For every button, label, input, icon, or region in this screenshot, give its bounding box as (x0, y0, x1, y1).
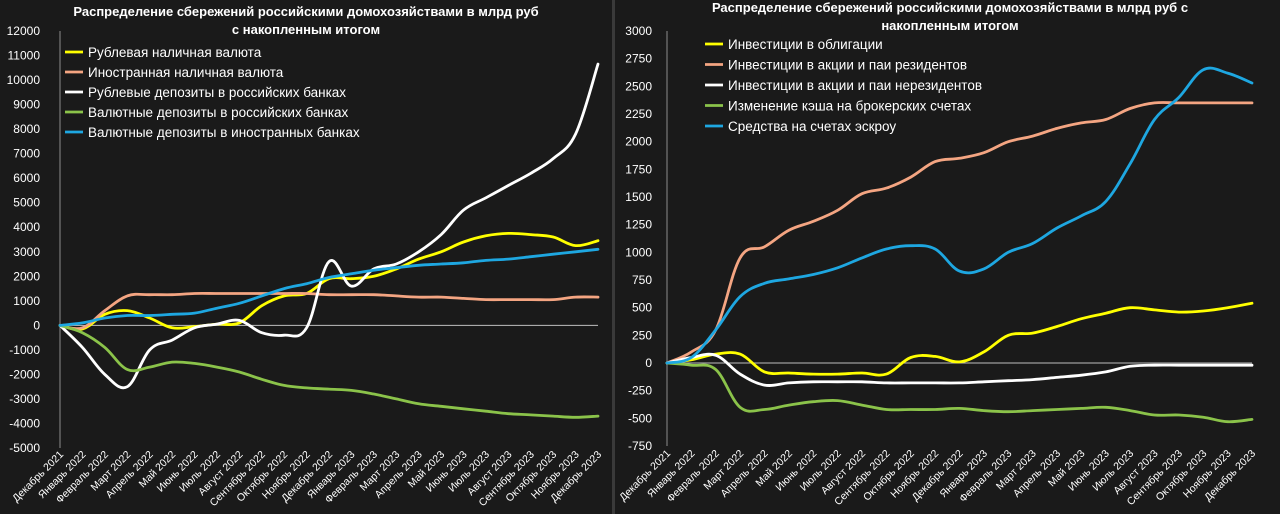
left-chart: Распределение сбережений российскими дом… (7, 4, 605, 509)
y-tick-label: 5000 (13, 196, 40, 210)
series-line (58, 247, 600, 327)
y-tick-label: -3000 (9, 392, 40, 406)
y-tick-label: -750 (628, 439, 652, 453)
series-line (665, 101, 1254, 365)
series-line (665, 361, 1254, 424)
y-tick-label: 1000 (13, 294, 40, 308)
y-tick-label: 2000 (13, 269, 40, 283)
y-tick-label: -1000 (9, 343, 40, 357)
series-line (58, 291, 600, 331)
y-tick-label: 7000 (13, 147, 40, 161)
legend-entry: Валютные депозиты в российских банках (88, 105, 349, 120)
y-tick-label: 11000 (8, 49, 41, 63)
y-tick-label: 2000 (625, 135, 652, 149)
series-line (665, 66, 1254, 365)
legend-entry: Инвестиции в акции и паи резидентов (728, 58, 967, 73)
y-tick-label: -250 (628, 384, 652, 398)
legend-entry: Рублевая наличная валюта (88, 45, 262, 60)
y-tick-label: 1750 (625, 162, 652, 176)
y-tick-label: 9000 (13, 98, 40, 112)
y-tick-label: -2000 (9, 367, 40, 381)
y-tick-label: 1500 (625, 190, 652, 204)
y-tick-label: 10000 (7, 73, 41, 87)
y-tick-label: 2250 (625, 107, 652, 121)
y-tick-label: 8000 (13, 122, 40, 136)
legend-entry: Изменение кэша на брокерских счетах (728, 99, 971, 114)
y-tick-label: 6000 (13, 171, 40, 185)
chart-title: накопленным итогом (881, 18, 1018, 33)
y-tick-label: 750 (632, 273, 652, 287)
y-tick-label: 0 (645, 356, 652, 370)
y-tick-label: 3000 (13, 245, 40, 259)
y-tick-label: 1000 (625, 245, 652, 259)
y-tick-label: 1250 (625, 218, 652, 232)
legend-entry: Инвестиции в акции и паи нерезидентов (728, 78, 982, 93)
y-tick-label: 4000 (13, 220, 40, 234)
left-chart-panel: Распределение сбережений российскими дом… (0, 0, 612, 514)
series-line (665, 301, 1254, 377)
right-chart-panel: Распределение сбережений российскими дом… (615, 0, 1280, 514)
series-line (58, 324, 600, 419)
y-tick-label: -500 (628, 411, 652, 425)
y-tick-label: 2750 (625, 52, 652, 66)
y-tick-label: 0 (33, 318, 40, 332)
series-line (665, 352, 1254, 387)
y-tick-label: -5000 (9, 441, 40, 455)
chart-title: с накопленным итогом (232, 22, 380, 37)
legend-entry: Иностранная наличная валюта (88, 65, 284, 80)
y-tick-label: 12000 (7, 24, 41, 38)
panel-divider (612, 0, 615, 514)
y-tick-label: 500 (632, 301, 652, 315)
y-tick-label: 250 (632, 328, 652, 342)
y-tick-label: 3000 (625, 24, 652, 38)
legend-entry: Валютные депозиты в иностранных банках (88, 125, 360, 140)
y-tick-label: -4000 (9, 416, 40, 430)
y-tick-label: 2500 (625, 79, 652, 93)
right-chart: Распределение сбережений российскими дом… (617, 0, 1258, 508)
legend-entry: Рублевые депозиты в российских банках (88, 85, 346, 100)
legend-entry: Средства на счетах эскроу (728, 119, 896, 134)
chart-title: Распределение сбережений российскими дом… (712, 0, 1188, 15)
chart-title: Распределение сбережений российскими дом… (73, 4, 538, 19)
series-line (58, 62, 600, 390)
legend-entry: Инвестиции в облигации (728, 37, 883, 52)
